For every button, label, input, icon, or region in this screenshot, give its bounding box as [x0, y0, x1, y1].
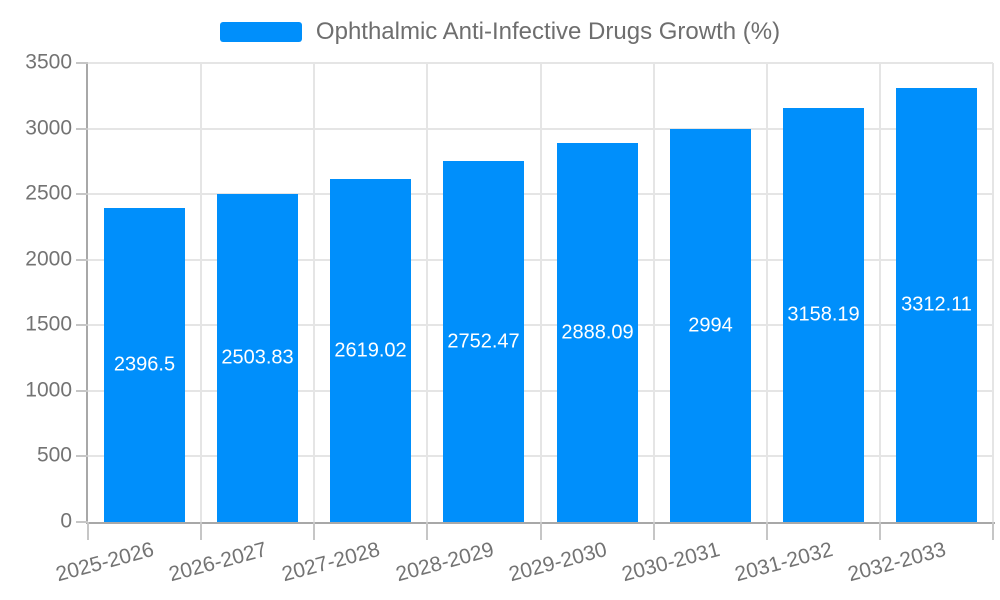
x-axis-label: 2032-2033 [845, 538, 949, 587]
y-axis-tick [76, 390, 88, 392]
bar-value-label: 2888.09 [561, 321, 634, 343]
bar-value-label: 3158.19 [787, 303, 860, 326]
chart-legend[interactable]: Ophthalmic Anti-Infective Drugs Growth (… [0, 18, 1000, 46]
bar-2032-2033[interactable]: 3312.11 [896, 88, 977, 522]
x-axis-label: 2029-2030 [506, 538, 610, 587]
v-gridline [200, 63, 202, 522]
y-axis-label: 2500 [25, 181, 72, 205]
y-axis-tick [76, 521, 88, 523]
x-axis-tick [200, 522, 202, 540]
x-axis-label: 2030-2031 [619, 538, 723, 587]
bar-value-label: 2619.02 [334, 339, 407, 361]
y-axis-tick [76, 193, 88, 195]
y-axis-label: 3000 [25, 116, 72, 140]
v-gridline [766, 63, 768, 522]
x-axis-label: 2027-2028 [279, 538, 383, 587]
bar-2028-2029[interactable]: 2752.47 [443, 161, 524, 522]
bar-2025-2026[interactable]: 2396.5 [104, 208, 185, 522]
x-axis-label: 2028-2029 [392, 538, 496, 587]
x-axis-tick [879, 522, 881, 540]
v-gridline [992, 63, 994, 522]
v-gridline [879, 63, 881, 522]
x-axis-tick [426, 522, 428, 540]
v-gridline [653, 63, 655, 522]
y-axis-label: 0 [60, 509, 72, 533]
v-gridline [313, 63, 315, 522]
v-gridline [426, 63, 428, 522]
v-gridline [540, 63, 542, 522]
y-axis-tick [76, 259, 88, 261]
y-axis-tick [76, 455, 88, 457]
x-axis-tick [313, 522, 315, 540]
bar-2031-2032[interactable]: 3158.19 [783, 108, 864, 522]
y-axis-label: 3500 [25, 50, 72, 74]
y-axis-tick [76, 324, 88, 326]
bar-value-label: 2396.5 [113, 353, 176, 376]
bar-2029-2030[interactable]: 2888.09 [557, 143, 638, 522]
bar-2027-2028[interactable]: 2619.02 [330, 179, 411, 522]
bar-2026-2027[interactable]: 2503.83 [217, 194, 298, 522]
y-axis-label: 2000 [25, 247, 72, 271]
x-axis-label: 2026-2027 [166, 538, 270, 587]
bar-value-label: 2994 [688, 314, 733, 336]
x-axis-tick [87, 522, 89, 540]
x-axis-tick [653, 522, 655, 540]
x-axis-tick [540, 522, 542, 540]
bar-value-label: 2503.83 [221, 346, 294, 369]
y-axis-label: 1000 [25, 378, 72, 402]
x-axis-tick [766, 522, 768, 540]
y-axis-label: 500 [36, 443, 72, 467]
plot-area: 0 500 1000 1500 2000 2500 3000 3500 2396.5 2025-2… [25, 51, 995, 586]
legend-swatch-icon [219, 22, 302, 42]
bar-2030-2031[interactable]: 2994 [670, 129, 751, 522]
x-axis-label: 2025-2026 [53, 538, 157, 587]
bar-value-label: 2752.47 [447, 330, 520, 352]
bar-value-label: 3312.11 [901, 293, 972, 316]
y-axis-label: 1500 [25, 312, 72, 336]
y-axis-tick [76, 128, 88, 130]
x-axis-label: 2031-2032 [732, 538, 836, 587]
legend-label: Ophthalmic Anti-Infective Drugs Growth (… [315, 18, 781, 45]
y-axis-tick [76, 62, 88, 64]
x-axis-tick [992, 522, 994, 540]
y-axis-line [86, 63, 88, 522]
